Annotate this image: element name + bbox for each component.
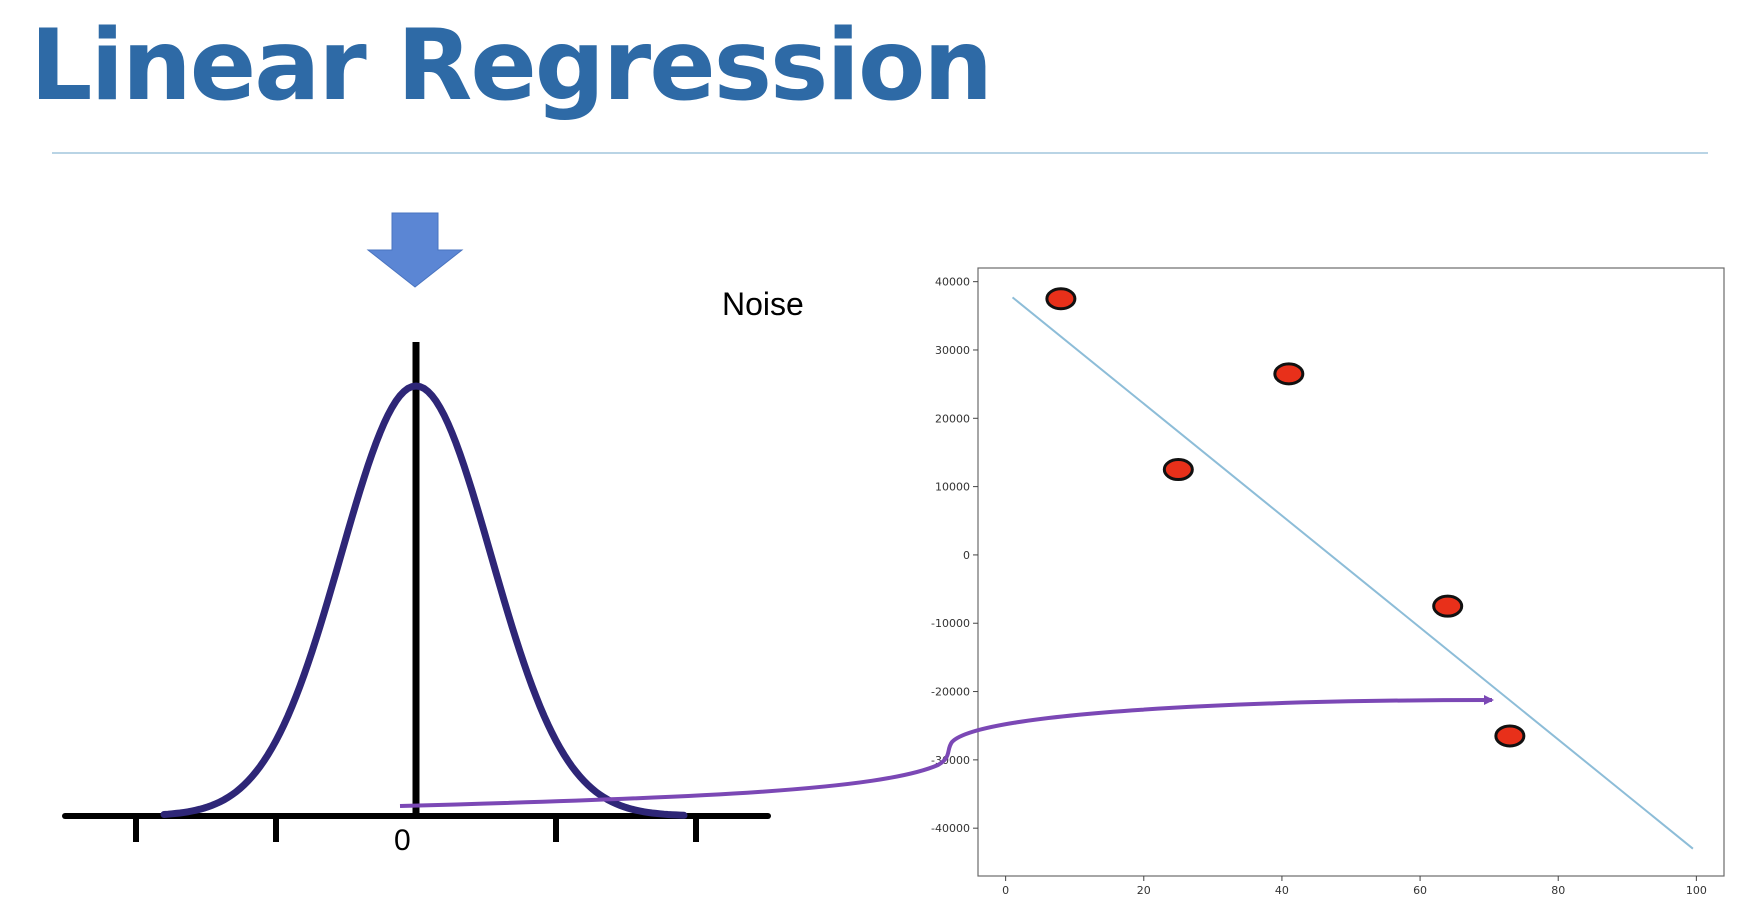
regression-line xyxy=(1011,296,1694,850)
data-point xyxy=(1432,594,1464,618)
y-tick-label: -40000 xyxy=(931,822,970,835)
y-tick-label: 10000 xyxy=(935,481,970,494)
title-divider xyxy=(52,152,1708,154)
slide-title: Linear Regression xyxy=(30,9,993,123)
data-point xyxy=(1494,724,1526,748)
y-tick-label: 20000 xyxy=(935,412,970,425)
x-tick-label: 20 xyxy=(1137,884,1151,897)
noise-label: Noise xyxy=(722,286,804,322)
y-tick-label: 40000 xyxy=(935,276,970,289)
x-tick-label: 60 xyxy=(1413,884,1427,897)
plot-frame xyxy=(977,267,1725,877)
zero-label: 0 xyxy=(394,824,411,857)
x-tick-label: 40 xyxy=(1275,884,1289,897)
bell-curve xyxy=(160,382,688,819)
data-point xyxy=(1045,287,1077,311)
connector-arrow xyxy=(399,695,1494,808)
y-tick-label: 30000 xyxy=(935,344,970,357)
data-point xyxy=(1162,458,1194,482)
x-tick-label: 100 xyxy=(1686,884,1707,897)
x-tick-label: 0 xyxy=(1002,884,1009,897)
y-tick-label: 0 xyxy=(963,549,970,562)
scatter-chart: 0 20 40 60 80 100 40000 30000 20000 10000 0 -10000 -… xyxy=(931,267,1725,897)
down-arrow-icon xyxy=(366,212,464,288)
y-tick-label: -10000 xyxy=(931,617,970,630)
data-point xyxy=(1273,362,1305,386)
x-tick-label: 80 xyxy=(1551,884,1565,897)
y-tick-label: -20000 xyxy=(931,686,970,699)
